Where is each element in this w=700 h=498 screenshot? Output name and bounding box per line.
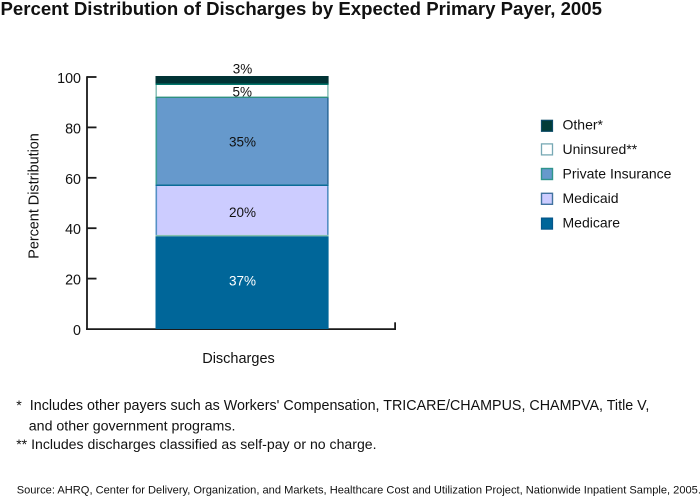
svg-text:3%: 3%	[233, 61, 253, 76]
svg-text:60: 60	[65, 172, 81, 188]
svg-text:37%: 37%	[229, 274, 256, 289]
svg-text:Percent Distribution: Percent Distribution	[27, 133, 43, 259]
svg-text:20%: 20%	[229, 205, 256, 220]
svg-text:** Includes discharges classif: ** Includes discharges classified as sel…	[16, 436, 376, 452]
svg-text:Medicaid: Medicaid	[563, 190, 619, 206]
svg-text:40: 40	[65, 222, 81, 238]
svg-text:Medicare: Medicare	[563, 215, 621, 231]
svg-text:5%: 5%	[233, 84, 253, 99]
svg-text:Uninsured**: Uninsured**	[563, 141, 638, 157]
svg-text:*: *	[16, 398, 22, 414]
svg-text:and other government programs.: and other government programs.	[29, 418, 236, 434]
svg-text:35%: 35%	[229, 135, 256, 150]
svg-text:0: 0	[73, 323, 81, 339]
svg-text:100: 100	[57, 71, 81, 87]
svg-text:80: 80	[65, 121, 81, 137]
svg-text:Private Insurance: Private Insurance	[563, 166, 672, 182]
svg-text:20: 20	[65, 273, 81, 289]
svg-text:Source: AHRQ, Center for Deli: Source: AHRQ, Center for Delivery, Organ…	[17, 485, 700, 497]
svg-text:Percent Distribution of Discha: Percent Distribution of Discharges by Ex…	[1, 0, 602, 19]
svg-text:Includes other payers such as: Includes other payers such as Workers' C…	[30, 398, 650, 414]
svg-text:Discharges: Discharges	[202, 351, 275, 367]
svg-text:Other*: Other*	[563, 117, 604, 133]
